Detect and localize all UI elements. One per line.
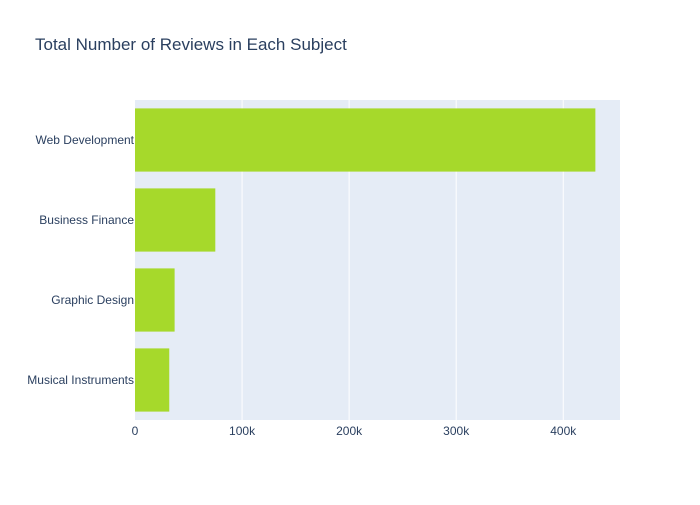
bar — [135, 108, 596, 172]
y-tick-label: Graphic Design — [51, 293, 134, 307]
y-tick-label: Web Development — [36, 133, 135, 147]
bar — [135, 348, 170, 412]
y-axis-tick-labels: Web Development Business Finance Graphic D… — [27, 133, 134, 387]
bar — [135, 268, 175, 332]
bars — [135, 108, 596, 412]
x-tick-label: 100k — [229, 424, 256, 438]
bar — [135, 188, 216, 252]
x-tick-label: 300k — [443, 424, 470, 438]
x-tick-label: 0 — [132, 424, 139, 438]
chart-title: Total Number of Reviews in Each Subject — [35, 35, 347, 54]
x-tick-label: 200k — [336, 424, 363, 438]
y-tick-label: Business Finance — [39, 213, 134, 227]
y-tick-label: Musical Instruments — [27, 373, 134, 387]
x-tick-label: 400k — [550, 424, 577, 438]
x-axis-tick-labels: 0 100k 200k 300k 400k — [132, 424, 578, 438]
